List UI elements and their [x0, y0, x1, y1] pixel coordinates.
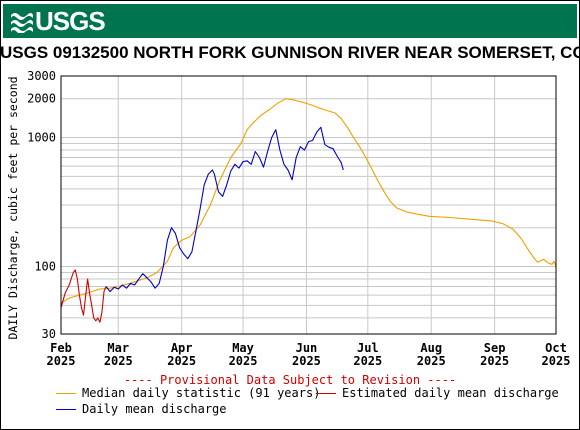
plot-area-border: [60, 75, 557, 335]
x-tick-label-month: Mar: [107, 341, 129, 355]
legend-label-daily-mean: Daily mean discharge: [82, 402, 227, 416]
legend-label-estimated: Estimated daily mean discharge: [342, 386, 559, 400]
y-tick-label: 30: [42, 327, 56, 341]
y-tick-label: 1000: [27, 131, 56, 145]
legend-item-median: Median daily statistic (91 years): [56, 386, 320, 400]
usgs-logo[interactable]: USGS: [9, 6, 106, 36]
x-tick-label-year: 2025: [292, 354, 321, 368]
x-tick-label-year: 2025: [229, 354, 258, 368]
daily-mean-line: [105, 126, 344, 293]
usgs-header-bar: USGS: [3, 4, 577, 38]
x-tick-label-year: 2025: [353, 354, 382, 368]
median-daily-line: [60, 98, 557, 304]
provisional-data-notice: ---- Provisional Data Subject to Revisio…: [123, 373, 457, 387]
x-tick-label-month: Oct: [545, 341, 567, 355]
series-lines: [60, 98, 557, 323]
x-tick-label-month: Jun: [296, 341, 318, 355]
y-axis-label: DAILY Discharge, cubic feet per second: [6, 76, 20, 339]
legend-label-median: Median daily statistic (91 years): [82, 386, 321, 400]
estimated-daily-mean-line: [60, 269, 107, 323]
x-tick-label-month: Sep: [484, 341, 506, 355]
legend-swatch-daily-mean: [56, 408, 76, 410]
legend-swatch-median: [56, 392, 76, 394]
x-tick-label-month: Apr: [171, 341, 193, 355]
x-tick-label-month: Feb: [50, 341, 72, 355]
y-tick-labels: 30 100 1000 2000 3000: [27, 69, 56, 341]
legend-item-estimated: Estimated daily mean discharge: [316, 386, 559, 400]
x-tick-label-month: Jul: [357, 341, 379, 355]
legend-swatch-estimated: [316, 392, 336, 394]
x-tick-label-month: May: [232, 341, 254, 355]
usgs-wave-icon: [9, 9, 33, 33]
x-tick-label-year: 2025: [167, 354, 196, 368]
usgs-logo-text: USGS: [35, 6, 106, 36]
x-tick-label-month: Aug: [420, 341, 442, 355]
x-tick-label-year: 2025: [104, 354, 133, 368]
x-tick-labels: Feb2025Mar2025Apr2025May2025Jun2025Jul20…: [47, 341, 571, 368]
x-tick-label-year: 2025: [542, 354, 571, 368]
x-tick-label-year: 2025: [47, 354, 76, 368]
chart-title: USGS 09132500 NORTH FORK GUNNISON RIVER …: [0, 43, 580, 62]
legend-item-daily-mean: Daily mean discharge: [56, 402, 227, 416]
y-tick-label: 100: [34, 260, 56, 274]
y-tick-label: 2000: [27, 92, 56, 106]
x-tick-label-year: 2025: [480, 354, 509, 368]
grid-lines: [61, 76, 556, 334]
y-tick-label: 3000: [27, 69, 56, 83]
x-tick-label-year: 2025: [417, 354, 446, 368]
